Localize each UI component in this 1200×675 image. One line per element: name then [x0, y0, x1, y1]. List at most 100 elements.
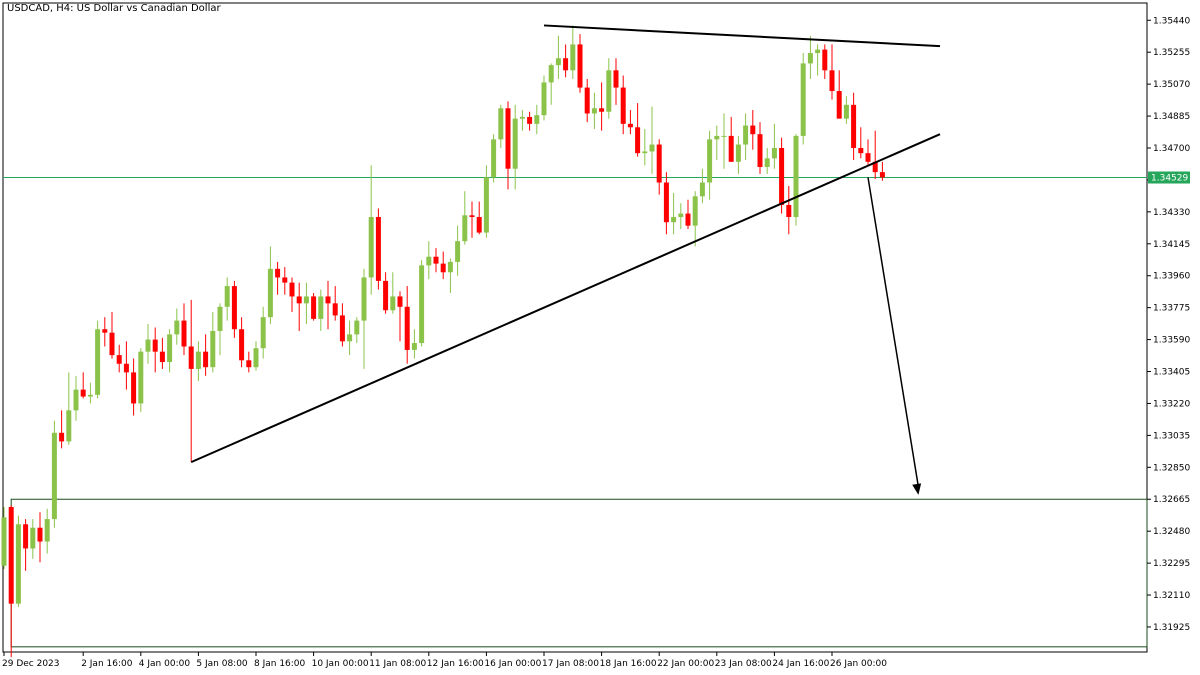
candle-body [95, 329, 101, 395]
candle-body [872, 161, 878, 173]
y-tick-label: 1.32295 [1153, 559, 1190, 569]
x-tick-label: 12 Jan 16:00 [427, 659, 484, 669]
candle-body [15, 524, 21, 604]
candle-body [73, 389, 79, 411]
price-axis[interactable]: 1.35440 1.35255 1.35070 1.34885 1.34700 1.345… [1147, 16, 1190, 633]
candle [642, 129, 648, 166]
candle-body [131, 372, 137, 404]
y-tick-label: 1.35440 [1153, 16, 1190, 26]
candle-body [807, 53, 813, 64]
candle [51, 420, 57, 528]
candle [419, 260, 425, 347]
candle-body [23, 524, 29, 549]
y-tick-label: 1.34145 [1153, 240, 1190, 250]
candle-body [577, 44, 583, 88]
candle [606, 58, 612, 119]
trendlines[interactable] [190, 24, 941, 495]
candle [671, 192, 677, 235]
y-tick-label: 1.33960 [1153, 272, 1190, 282]
candle-body [779, 147, 785, 205]
candle [635, 103, 641, 157]
plot-area-border [2, 2, 1148, 653]
candle-body [231, 286, 237, 330]
candle [44, 508, 50, 554]
candle-body [138, 351, 144, 404]
candle [260, 306, 266, 359]
candle-body [771, 147, 777, 159]
candle [822, 44, 828, 79]
candle-body [519, 116, 525, 119]
candle [591, 92, 597, 130]
candle-body [735, 144, 741, 162]
candle-body [548, 65, 554, 83]
candle-body [152, 339, 158, 352]
candle-body [498, 108, 504, 140]
candle [152, 327, 158, 373]
candle-body [505, 108, 511, 169]
candle-body [786, 204, 792, 218]
candle-body [699, 182, 705, 197]
y-tick-label: 1.32665 [1153, 495, 1190, 505]
support-trendline [190, 133, 941, 464]
candle-body [678, 213, 684, 218]
candle-body [455, 241, 461, 262]
candle-body [375, 217, 381, 281]
current-price-tag [1148, 171, 1190, 184]
candle [87, 382, 93, 404]
y-tick-label: 1.33035 [1153, 431, 1190, 441]
candle-body [404, 306, 410, 350]
candle [498, 104, 504, 148]
candle-body [642, 151, 648, 154]
candle [289, 277, 295, 312]
x-tick-label: 17 Jan 08:00 [542, 659, 599, 669]
projection-arrow-line [867, 177, 920, 488]
y-tick-label: 1.34885 [1153, 112, 1190, 122]
candle [224, 277, 230, 321]
candle-body [879, 172, 885, 178]
candle [239, 317, 245, 368]
candle-body [764, 158, 770, 167]
candle [66, 372, 72, 445]
candle-body [390, 296, 396, 311]
candle-body [8, 507, 14, 604]
y-tick-label: 1.34330 [1153, 208, 1190, 218]
x-tick-label: 2 Jan 16:00 [81, 659, 133, 669]
candle-body [253, 348, 259, 368]
candle-body [858, 147, 864, 154]
candle [851, 92, 857, 161]
candle [8, 505, 14, 658]
candle-body [80, 389, 86, 397]
candle [519, 110, 525, 131]
x-tick-label: 22 Jan 00:00 [657, 659, 714, 669]
candle [1, 507, 7, 570]
candle-body [260, 317, 266, 349]
candle [800, 53, 806, 145]
candle-body [109, 332, 115, 356]
candle-body [347, 334, 353, 342]
candle-body [829, 70, 835, 92]
candle [858, 127, 864, 159]
time-axis[interactable]: 29 Dec 2023 2 Jan 16:00 4 Jan 00:00 5 Jan 0… [2, 652, 887, 669]
candle-body [188, 346, 194, 369]
candle [195, 341, 201, 382]
x-tick-label: 5 Jan 08:00 [196, 659, 248, 669]
candle [368, 165, 374, 295]
candle [728, 116, 734, 162]
candle-body [195, 351, 201, 369]
candle [102, 317, 108, 347]
candle-body [534, 115, 540, 124]
candle-body [102, 329, 108, 333]
candle [843, 96, 849, 124]
candle-body [584, 87, 590, 114]
candle-body [563, 58, 569, 71]
candle [570, 25, 576, 79]
candle-body [462, 215, 468, 242]
candle-body [303, 296, 309, 304]
candle [555, 35, 561, 79]
candle-body [527, 116, 533, 124]
candle [231, 280, 237, 338]
candle [404, 286, 410, 364]
y-tick-label: 1.35255 [1153, 48, 1190, 58]
